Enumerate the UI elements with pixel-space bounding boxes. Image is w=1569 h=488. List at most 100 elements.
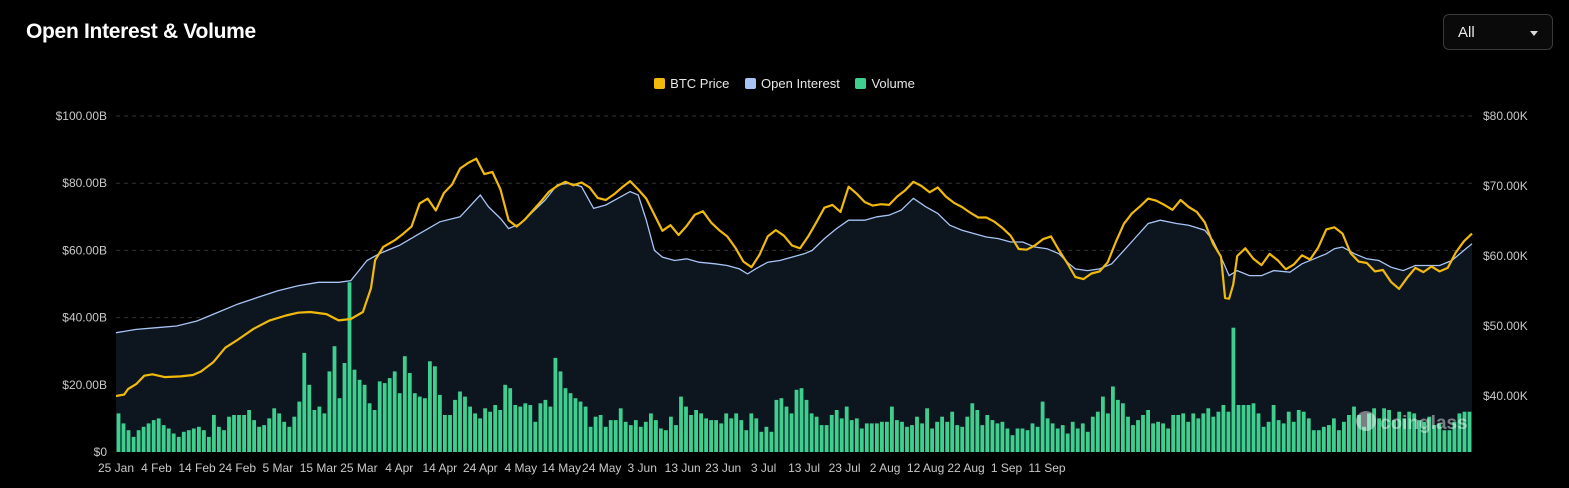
- x-tick-label: 25 Mar: [340, 461, 377, 475]
- volume-bar: [980, 425, 985, 452]
- volume-bar: [950, 411, 955, 452]
- x-tick-label: 24 May: [582, 461, 621, 475]
- volume-bar: [568, 393, 573, 452]
- volume-bar: [508, 388, 513, 452]
- volume-bar: [1101, 396, 1105, 452]
- volume-bar: [1080, 423, 1085, 452]
- volume-bar: [1206, 408, 1211, 452]
- volume-bar: [136, 430, 141, 452]
- volume-bar: [1397, 411, 1402, 452]
- volume-bar: [322, 413, 327, 452]
- volume-bar: [1131, 425, 1135, 452]
- volume-bar: [990, 420, 995, 452]
- volume-bar: [438, 394, 442, 452]
- open-interest-area: [116, 183, 1472, 452]
- legend-item-open-interest[interactable]: Open Interest: [745, 76, 840, 91]
- volume-bar: [1070, 421, 1075, 452]
- volume-bar: [578, 401, 583, 452]
- y-left-tick-label: $100.00B: [56, 109, 107, 123]
- legend-item-volume[interactable]: Volume: [855, 76, 915, 91]
- volume-bar: [1402, 418, 1407, 452]
- volume-bar: [849, 420, 854, 452]
- volume-bar: [809, 413, 814, 452]
- volume-bar: [528, 405, 533, 452]
- volume-bar: [453, 399, 457, 452]
- x-tick-label: 23 Jun: [705, 461, 741, 475]
- volume-bar: [1126, 416, 1130, 452]
- volume-bar: [548, 406, 553, 452]
- volume-bar: [1342, 421, 1346, 452]
- volume-bar: [362, 384, 367, 452]
- volume-bar: [659, 428, 663, 452]
- volume-bar: [1362, 426, 1366, 452]
- volume-bar: [970, 403, 975, 452]
- volume-bar: [955, 425, 960, 452]
- volume-bar: [749, 413, 754, 452]
- volume-bar: [1221, 405, 1226, 452]
- volume-bar: [282, 421, 287, 452]
- volume-bar: [880, 421, 884, 452]
- btc-price-line: [115, 157, 1473, 398]
- volume-bar: [166, 428, 171, 452]
- x-tick-label: 24 Feb: [219, 461, 257, 475]
- x-tick-label: 11 Sep: [1028, 461, 1065, 475]
- volume-bar: [563, 388, 568, 452]
- volume-bar: [829, 415, 834, 452]
- volume-bar: [402, 356, 407, 452]
- volume-bar: [423, 398, 427, 452]
- volume-bar: [207, 436, 211, 452]
- x-tick-label: 22 Aug: [947, 461, 984, 475]
- volume-bar: [1256, 413, 1261, 452]
- volume-bar: [242, 415, 246, 452]
- volume-bar: [553, 357, 558, 452]
- volume-bar: [417, 396, 422, 452]
- volume-bar: [433, 366, 437, 452]
- volume-bar: [638, 426, 643, 452]
- x-tick-label: 1 Sep: [991, 461, 1023, 475]
- volume-bar: [1462, 411, 1467, 452]
- volume-bar: [1442, 430, 1447, 452]
- legend-item-btc-price[interactable]: BTC Price: [654, 76, 729, 91]
- volume-bar: [679, 396, 683, 452]
- volume-bar: [1040, 401, 1045, 452]
- volume-bar: [940, 416, 944, 452]
- volume-bar: [1367, 413, 1371, 452]
- volume-bar: [1090, 416, 1095, 452]
- volume-bar: [664, 430, 668, 452]
- volume-bar: [794, 389, 799, 452]
- volume-bar: [161, 425, 166, 452]
- volume-bar: [493, 405, 498, 452]
- volume-bar: [995, 423, 1000, 452]
- volume-bar: [131, 436, 136, 452]
- volume-bar: [1447, 430, 1452, 452]
- volume-bar: [854, 418, 859, 452]
- y-right-tick-label: $80.00K: [1483, 109, 1528, 123]
- volume-bar: [412, 393, 417, 452]
- volume-bar: [975, 410, 980, 452]
- volume-bar: [397, 393, 402, 452]
- volume-bar: [312, 410, 317, 452]
- volume-bar: [267, 418, 272, 452]
- volume-bar: [603, 426, 608, 452]
- volume-bar: [1075, 428, 1080, 452]
- volume-bar: [900, 421, 904, 452]
- volume-bar: [538, 403, 543, 452]
- legend-label-volume: Volume: [871, 76, 915, 91]
- volume-bar: [352, 369, 357, 452]
- volume-bar: [1216, 411, 1221, 452]
- volume-bar: [202, 430, 206, 452]
- volume-bar: [1000, 421, 1005, 452]
- volume-bar: [885, 421, 889, 452]
- time-range-select[interactable]: All: [1443, 14, 1553, 50]
- volume-bar: [1191, 413, 1196, 452]
- volume-bar: [1055, 428, 1060, 452]
- volume-bar: [985, 415, 990, 452]
- volume-bar: [1186, 421, 1191, 452]
- x-tick-label: 3 Jun: [628, 461, 657, 475]
- volume-bar: [945, 421, 950, 452]
- volume-bar: [1161, 423, 1165, 452]
- volume-bar: [518, 406, 523, 452]
- volume-bar: [1266, 421, 1271, 452]
- x-tick-label: 25 Jan: [98, 461, 134, 475]
- volume-bar: [1321, 426, 1326, 452]
